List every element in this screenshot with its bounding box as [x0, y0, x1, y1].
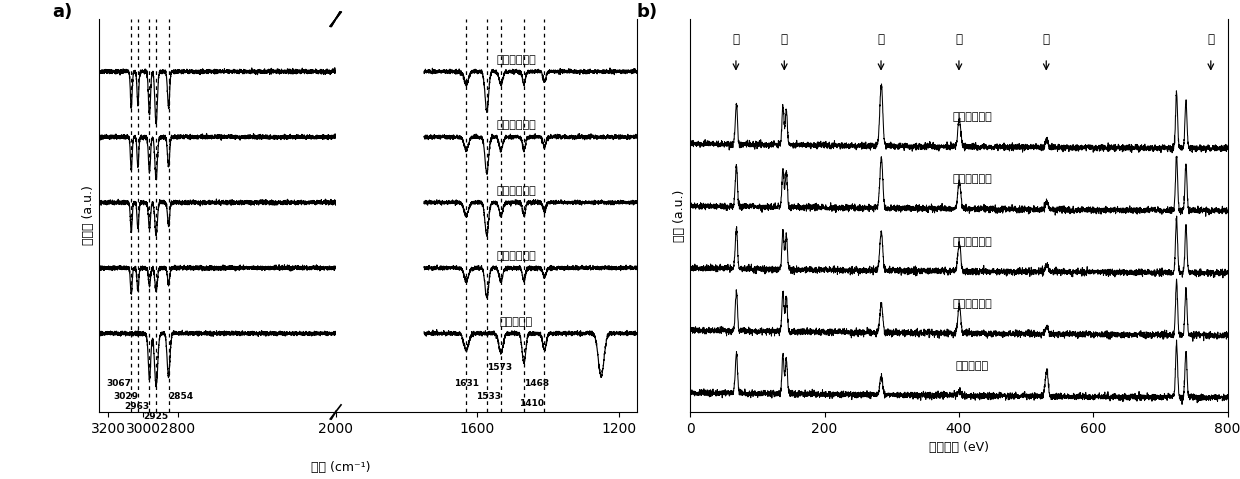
Text: 苯甲基渴化钙: 苯甲基渴化钙 — [496, 251, 536, 262]
Text: a): a) — [52, 3, 72, 22]
Text: 碳: 碳 — [878, 34, 884, 46]
Y-axis label: 透过率 (a.u.): 透过率 (a.u.) — [82, 186, 95, 246]
Text: 1573: 1573 — [487, 363, 512, 372]
Text: 氮: 氮 — [956, 34, 962, 46]
Y-axis label: 强度 (a.u.): 强度 (a.u.) — [673, 189, 686, 242]
Text: 2963: 2963 — [124, 402, 150, 411]
Text: 1631: 1631 — [454, 379, 479, 388]
Text: 铅: 铅 — [781, 34, 787, 46]
Text: 3029: 3029 — [113, 392, 138, 401]
Text: 3067: 3067 — [107, 379, 131, 388]
Text: 苯丙基渴化钙: 苯丙基渴化钙 — [496, 120, 536, 130]
Text: 苯丙基渴化钙: 苯丙基渴化钙 — [952, 174, 992, 184]
Text: 渴: 渴 — [733, 34, 739, 46]
Text: 波数 (cm⁻¹): 波数 (cm⁻¹) — [311, 461, 371, 474]
Text: 1468: 1468 — [525, 379, 549, 388]
Text: 苯甲基渴化钙: 苯甲基渴化钙 — [952, 299, 992, 309]
Text: 钓: 钓 — [1208, 34, 1214, 46]
Text: b): b) — [636, 3, 657, 22]
Text: 苯丁基渴化钙: 苯丁基渴化钙 — [496, 55, 536, 65]
Text: 苯乙基渴化钙: 苯乙基渴化钙 — [496, 186, 536, 196]
Text: 苯丁基渴化钙: 苯丁基渴化钙 — [952, 112, 992, 122]
Text: 原始量子点: 原始量子点 — [500, 317, 533, 327]
Text: 2925: 2925 — [144, 412, 169, 421]
Text: 苯乙基渴化钙: 苯乙基渴化钙 — [952, 237, 992, 247]
Text: 2854: 2854 — [169, 392, 193, 401]
Text: 1533: 1533 — [476, 392, 501, 401]
X-axis label: 键合能量 (eV): 键合能量 (eV) — [929, 441, 990, 454]
Text: 1410: 1410 — [520, 399, 544, 408]
Text: 原始量子点: 原始量子点 — [956, 361, 990, 371]
Text: 氧: 氧 — [1043, 34, 1050, 46]
